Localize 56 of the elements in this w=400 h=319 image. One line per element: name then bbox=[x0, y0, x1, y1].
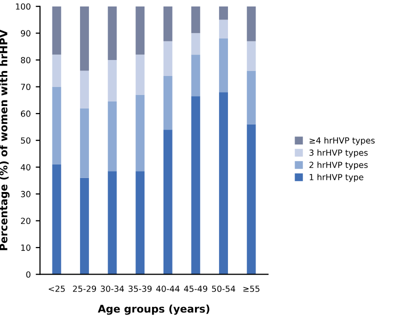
bar bbox=[191, 33, 200, 55]
legend-label: ≥4 hrHVP types bbox=[310, 137, 375, 146]
bar bbox=[163, 76, 172, 130]
y-tick-label: 50 bbox=[21, 137, 30, 144]
y-tick-label: 60 bbox=[20, 110, 30, 117]
legend-label: 2 hrHVP types bbox=[309, 162, 368, 170]
y-tick-label: 100 bbox=[16, 3, 30, 10]
bar bbox=[219, 92, 228, 274]
x-tick-label: 45-49 bbox=[184, 286, 208, 292]
legend-label: 1 hrHVP type bbox=[310, 174, 364, 182]
bar bbox=[136, 54, 145, 95]
bar bbox=[80, 178, 89, 274]
bar bbox=[191, 54, 200, 96]
x-tick-label: 25-29 bbox=[72, 286, 96, 292]
bar bbox=[136, 6, 145, 55]
y-tick-label: 90 bbox=[20, 30, 30, 36]
bar bbox=[246, 41, 256, 71]
legend-label: 3 hrHVP types bbox=[309, 149, 368, 158]
bar bbox=[191, 6, 200, 34]
bar bbox=[136, 94, 145, 172]
bar bbox=[219, 38, 228, 92]
bar bbox=[52, 164, 62, 274]
x-tick-label: 50-54 bbox=[212, 286, 236, 292]
bar bbox=[163, 41, 172, 76]
bar bbox=[108, 6, 117, 60]
y-tick-label: 70 bbox=[21, 84, 30, 90]
x-tick-label: <25 bbox=[48, 286, 65, 292]
x-tick-label: 40-44 bbox=[156, 286, 180, 292]
bar bbox=[191, 96, 200, 274]
bar bbox=[52, 54, 62, 87]
y-tick-label: 40 bbox=[20, 164, 30, 170]
x-tick-label: 35-39 bbox=[128, 286, 152, 292]
y-tick-label: 0 bbox=[26, 271, 30, 278]
y-tick-label: 30 bbox=[21, 190, 30, 198]
y-tick-label: 20 bbox=[20, 218, 30, 224]
bar bbox=[80, 6, 89, 71]
bar bbox=[246, 124, 256, 274]
bar bbox=[219, 20, 228, 39]
x-axis-title: Age groups (years) bbox=[98, 304, 210, 315]
x-tick-label: ≥55 bbox=[243, 286, 260, 292]
bar bbox=[163, 130, 172, 274]
bar bbox=[80, 108, 89, 178]
bar bbox=[246, 70, 256, 124]
bar bbox=[108, 102, 117, 172]
bar bbox=[108, 60, 117, 102]
bar bbox=[52, 6, 62, 55]
x-tick-label: 30-34 bbox=[100, 286, 124, 292]
bar bbox=[246, 6, 256, 42]
bar bbox=[80, 70, 89, 108]
bar bbox=[52, 86, 62, 164]
bar bbox=[219, 6, 228, 20]
bar bbox=[163, 6, 172, 42]
bar bbox=[108, 171, 117, 274]
y-tick-label: 10 bbox=[21, 244, 30, 251]
y-tick-label: 80 bbox=[20, 56, 30, 64]
bar bbox=[136, 171, 145, 274]
